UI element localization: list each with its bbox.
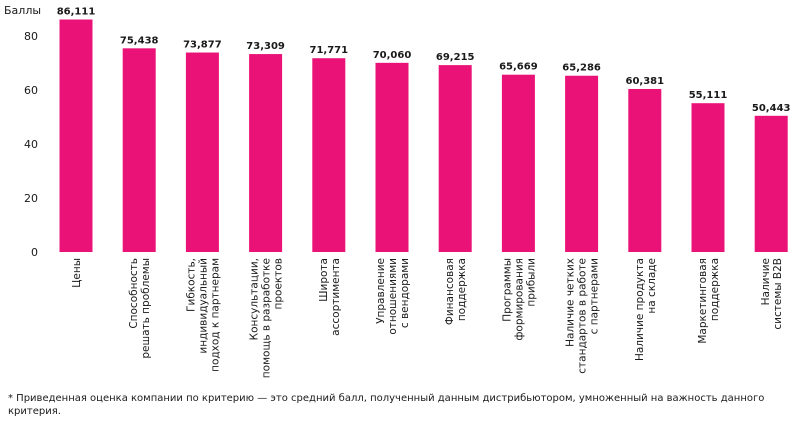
bar: [375, 62, 409, 253]
category-label-line: Консультации,: [249, 258, 261, 340]
category-label-line: поддержка: [456, 258, 468, 321]
y-axis-label: Баллы: [4, 4, 41, 17]
category-label: Гибкость, индивидуальный подход к партнера…: [185, 258, 221, 372]
category-label: Наличие продукта на складе: [634, 258, 658, 361]
category-label-line: прибыли: [525, 258, 537, 307]
value-label: 73,309: [246, 41, 285, 52]
y-axis-ticks: 0 20 40 60 80: [24, 30, 38, 259]
category-label: Широта ассортимента: [318, 258, 342, 336]
category-label: Консультации, помощь в разработке проектов: [249, 258, 285, 378]
value-label: 50,443: [752, 103, 791, 114]
bar: [754, 115, 788, 253]
bar: [501, 74, 535, 253]
category-label-line: Способность: [128, 258, 140, 329]
category-label: Наличие системы B2B: [760, 258, 784, 330]
bar: [122, 48, 156, 252]
bar-chart: Баллы 0 20 40 60 80 86,111 75,438 73,877 73,309…: [4, 4, 791, 378]
value-label: 55,111: [689, 90, 728, 101]
value-label: 65,286: [562, 63, 601, 74]
category-label-line: Программы: [501, 258, 513, 322]
bar: [628, 88, 662, 252]
category-label: Цены: [71, 258, 83, 288]
value-label: 73,877: [183, 40, 222, 51]
value-label: 71,771: [310, 45, 349, 56]
value-label: 69,215: [436, 52, 475, 63]
category-label-line: поддержка: [709, 258, 721, 321]
value-label: 60,381: [626, 76, 665, 87]
category-label-line: с партнерами: [589, 258, 601, 334]
value-label: 86,111: [57, 7, 96, 18]
category-label: Финансовая поддержка: [444, 258, 468, 325]
value-labels: 86,111 75,438 73,877 73,309 71,771 70,060 69,2…: [57, 7, 791, 114]
value-label: 65,669: [499, 62, 538, 73]
category-label-line: ассортимента: [330, 258, 342, 336]
category-label-line: Широта: [318, 258, 330, 302]
bar: [438, 65, 472, 252]
category-label-line: Наличие четких: [565, 258, 577, 347]
bars: [59, 19, 788, 253]
bar: [249, 54, 283, 252]
y-tick-label: 40: [24, 138, 38, 151]
category-label-line: Финансовая: [444, 258, 456, 325]
bar: [691, 103, 725, 252]
category-label-line: решать проблемы: [140, 258, 152, 359]
category-label-line: стандартов в работе: [577, 258, 589, 374]
value-label: 75,438: [120, 35, 159, 46]
category-label-line: Цены: [71, 258, 83, 288]
category-label-line: подход к партнерам: [209, 258, 221, 372]
category-label-line: системы B2B: [772, 258, 784, 330]
category-label-line: Наличие продукта: [634, 258, 646, 361]
value-label: 70,060: [373, 50, 412, 61]
category-label-line: формирования: [513, 258, 525, 341]
category-label-line: Наличие: [760, 258, 772, 305]
y-tick-label: 80: [24, 30, 38, 43]
y-tick-label: 0: [31, 246, 38, 259]
bar: [59, 19, 93, 252]
category-label: Наличие четких стандартов в работе с партн…: [565, 258, 601, 374]
category-label-line: с вендорами: [399, 258, 411, 328]
category-label-line: проектов: [273, 258, 285, 310]
footnote: * Приведенная оценка компании по критери…: [8, 393, 765, 417]
category-label: Программы формирования прибыли: [501, 258, 537, 341]
y-tick-label: 20: [24, 192, 38, 205]
bar: [565, 75, 599, 252]
category-label-line: индивидуальный: [197, 258, 209, 354]
y-tick-label: 60: [24, 84, 38, 97]
bar: [312, 58, 346, 253]
bar: [185, 52, 219, 252]
category-label-line: Маркетинговая: [697, 258, 709, 344]
category-label-line: помощь в разработке: [261, 258, 273, 378]
category-label-line: Управление: [375, 258, 387, 324]
category-label-line: отношениями: [387, 258, 399, 335]
category-label-line: Гибкость,: [185, 258, 197, 312]
category-labels: Цены Способность решать проблемы Гибкость, и…: [71, 258, 784, 378]
category-label-line: на складе: [646, 258, 658, 314]
category-label: Управление отношениями с вендорами: [375, 258, 411, 335]
category-label: Способность решать проблемы: [128, 258, 152, 359]
category-label: Маркетинговая поддержка: [697, 258, 721, 344]
